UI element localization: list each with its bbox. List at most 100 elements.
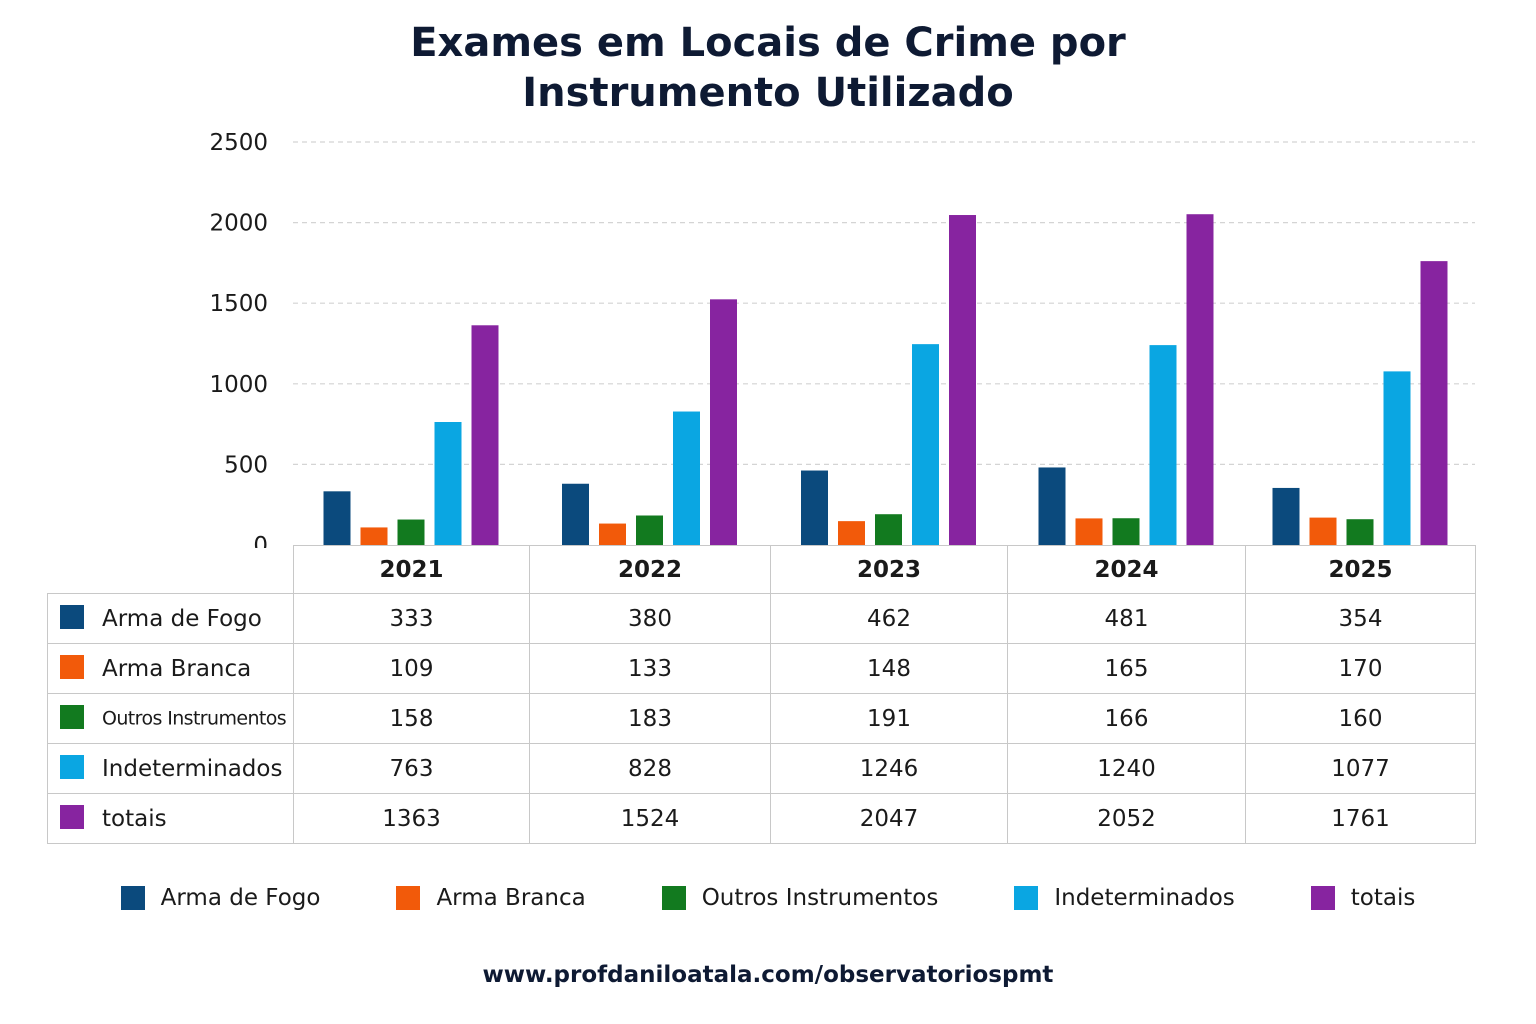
- bar: [1186, 214, 1214, 546]
- bar: [397, 519, 425, 545]
- table-cell-value: 2047: [770, 793, 1008, 844]
- legend: Arma de Fogo Arma Branca Outros Instrument…: [0, 878, 1536, 918]
- table-cell-value: 1240: [1007, 743, 1246, 794]
- bar: [673, 411, 700, 545]
- table-cell-value: 158: [293, 693, 530, 744]
- bar: [1112, 518, 1140, 545]
- bar: [710, 299, 737, 545]
- table-row-label: Arma de Fogo: [47, 593, 294, 644]
- bars: [323, 214, 1448, 546]
- legend-swatch: [120, 886, 145, 910]
- bar: [1272, 487, 1300, 545]
- legend-swatch: [1014, 886, 1039, 910]
- legend-label: Outros Instrumentos: [701, 885, 939, 911]
- series-name: Indeterminados: [102, 755, 283, 782]
- bar: [1383, 371, 1411, 545]
- series-swatch: [60, 755, 84, 779]
- bar: [1075, 518, 1103, 545]
- bar: [801, 470, 828, 545]
- legend-label: Arma Branca: [436, 885, 586, 911]
- table-header-year: 2024: [1007, 545, 1246, 594]
- legend-swatch: [1310, 886, 1335, 910]
- gridlines: [293, 141, 1475, 465]
- table-row: Arma Branca 109 133 148 165 170: [47, 643, 1476, 694]
- series-name: Outros Instrumentos: [102, 707, 287, 729]
- table-cell-value: 165: [1007, 643, 1246, 694]
- table-header-year: 2025: [1245, 545, 1476, 594]
- chart-title-line-2: Instrumento Utilizado: [522, 70, 1014, 116]
- bar: [471, 325, 499, 545]
- bar: [949, 215, 976, 545]
- table-row-label: totais: [47, 793, 294, 844]
- y-axis-ticks: 0 500 1000 1500 2000 2500: [209, 130, 268, 548]
- y-tick-label: 0: [253, 533, 268, 548]
- bar: [599, 523, 626, 545]
- series-swatch: [60, 805, 84, 829]
- legend-item: Indeterminados: [1014, 885, 1235, 911]
- series-name: Arma Branca: [102, 655, 252, 682]
- table-row: Indeterminados 763 828 1246 1240 1077: [47, 743, 1476, 794]
- bar: [912, 344, 939, 545]
- bar: [1420, 261, 1448, 545]
- table-cell-value: 380: [529, 593, 771, 644]
- series-name: totais: [102, 805, 167, 832]
- table-cell-value: 109: [293, 643, 530, 694]
- table-cell-value: 354: [1245, 593, 1476, 644]
- table-cell-value: 2052: [1007, 793, 1246, 844]
- bar: [636, 515, 663, 545]
- table-header-year: 2021: [293, 545, 530, 594]
- y-tick-label: 1500: [209, 291, 268, 317]
- table-cell-value: 1363: [293, 793, 530, 844]
- table-cell-value: 828: [529, 743, 771, 794]
- legend-label: totais: [1350, 885, 1416, 911]
- bar: [838, 521, 865, 545]
- table-corner-cell: [47, 545, 294, 594]
- table-cell-value: 148: [770, 643, 1008, 694]
- y-tick-label: 500: [224, 452, 268, 478]
- table-cell-value: 191: [770, 693, 1008, 744]
- table-cell-value: 462: [770, 593, 1008, 644]
- series-swatch: [60, 704, 84, 729]
- footer-url: www.profdaniloatala.com/observatoriospmt: [482, 962, 1054, 988]
- table-cell-value: 1761: [1245, 793, 1476, 844]
- table-cell-value: 160: [1245, 693, 1476, 744]
- table-cell-value: 1524: [529, 793, 771, 844]
- y-tick-label: 2500: [209, 130, 268, 156]
- series-name: Arma de Fogo: [102, 605, 262, 632]
- legend-swatch: [661, 886, 686, 910]
- bar: [323, 491, 351, 545]
- y-tick-label: 2000: [209, 211, 268, 237]
- legend-label: Arma de Fogo: [160, 885, 321, 911]
- legend-item: Outros Instrumentos: [661, 885, 939, 911]
- legend-item: Arma de Fogo: [120, 885, 321, 911]
- table-row-label: Indeterminados: [47, 743, 294, 794]
- bar: [1149, 345, 1177, 545]
- table-header-row: 2021 2022 2023 2024 2025: [47, 545, 1476, 594]
- bar: [434, 422, 462, 545]
- chart-title-line-1: Exames em Locais de Crime por: [410, 20, 1126, 66]
- table-cell-value: 166: [1007, 693, 1246, 744]
- bar: [1038, 467, 1066, 545]
- series-swatch: [60, 605, 84, 629]
- legend-item: Arma Branca: [396, 885, 586, 911]
- table-header-year: 2023: [770, 545, 1008, 594]
- table-cell-value: 333: [293, 593, 530, 644]
- data-table: 2021 2022 2023 2024 2025 Arma de Fogo 333…: [47, 545, 1476, 844]
- table-cell-value: 133: [529, 643, 771, 694]
- bar: [1346, 519, 1374, 545]
- table-cell-value: 763: [293, 743, 530, 794]
- table-cell-value: 1077: [1245, 743, 1476, 794]
- bar: [562, 483, 589, 545]
- bar: [360, 527, 388, 545]
- table-cell-value: 481: [1007, 593, 1246, 644]
- legend-item: totais: [1310, 885, 1416, 911]
- table-cell-value: 183: [529, 693, 771, 744]
- y-tick-label: 1000: [209, 372, 268, 398]
- table-cell-value: 1246: [770, 743, 1008, 794]
- table-row: Outros Instrumentos 158 183 191 166 160: [47, 693, 1476, 744]
- table-row-label: Outros Instrumentos: [47, 693, 294, 744]
- table-body: Arma de Fogo 333 380 462 481 354 Arma Branca 10…: [47, 593, 1476, 844]
- bar-chart: 0 500 1000 1500 2000 2500: [209, 130, 1475, 548]
- table-row: Arma de Fogo 333 380 462 481 354: [47, 593, 1476, 644]
- legend-swatch: [396, 886, 421, 910]
